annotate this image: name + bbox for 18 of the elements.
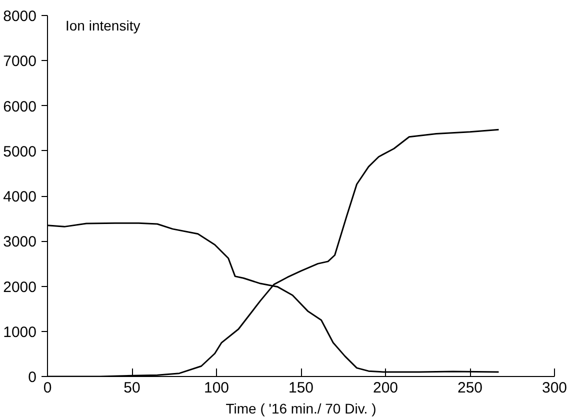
x-tick-label: 150 [288, 380, 314, 396]
y-tick-label: 4000 [3, 188, 37, 206]
y-tick-label: 0 [28, 369, 36, 386]
x-tick-label: 250 [457, 380, 483, 396]
y-tick-label: 8000 [3, 8, 37, 25]
x-tick-label: 0 [43, 380, 52, 396]
y-tick-label: 2000 [3, 278, 37, 296]
x-tick-label: 100 [204, 380, 230, 396]
y-tick-label: 7000 [3, 53, 37, 70]
y-tick-label: 5000 [3, 143, 37, 160]
x-axis-title: Time ( '16 min./ 70 Div. ) [226, 400, 376, 416]
x-tick-label: 300 [542, 380, 568, 396]
y-tick-label: 6000 [3, 98, 37, 116]
x-tick-label: 50 [124, 380, 140, 396]
x-tick-label: 200 [372, 380, 398, 396]
y-tick-label: 3000 [3, 234, 37, 251]
y-tick-label: 1000 [3, 324, 37, 341]
y-axis-title: Ion intensity [66, 18, 140, 34]
